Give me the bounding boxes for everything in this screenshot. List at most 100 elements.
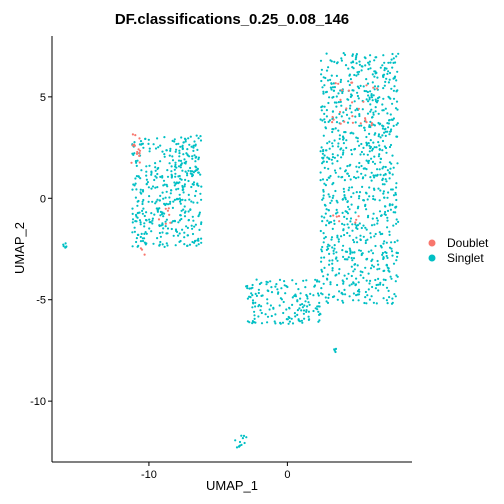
singlet-point	[191, 240, 194, 244]
singlet-point	[251, 322, 254, 325]
singlet-point	[170, 175, 173, 178]
singlet-point	[343, 196, 346, 199]
singlet-point	[365, 228, 368, 231]
singlet-point	[314, 278, 317, 281]
singlet-point	[323, 216, 326, 219]
singlet-point	[371, 73, 374, 76]
singlet-point	[348, 234, 351, 237]
singlet-point	[147, 142, 150, 145]
singlet-point	[355, 74, 358, 77]
singlet-point	[270, 314, 273, 318]
singlet-point	[322, 90, 325, 93]
singlet-point	[173, 168, 176, 171]
singlet-point	[352, 292, 355, 295]
singlet-point	[334, 127, 337, 130]
singlet-point	[354, 211, 357, 214]
singlet-point	[163, 153, 166, 156]
singlet-point	[159, 175, 162, 178]
singlet-point	[293, 312, 296, 315]
singlet-point	[181, 144, 184, 147]
singlet-point	[146, 181, 149, 184]
singlet-point	[381, 253, 384, 256]
singlet-point	[288, 320, 291, 323]
singlet-point	[182, 191, 185, 194]
singlet-point	[174, 175, 177, 178]
singlet-point	[367, 288, 370, 291]
singlet-point	[144, 137, 147, 140]
singlet-point	[396, 275, 399, 278]
singlet-point	[134, 177, 137, 180]
singlet-point	[372, 111, 375, 114]
singlet-point	[382, 174, 385, 177]
doublet-point	[376, 87, 379, 90]
singlet-point	[159, 194, 162, 197]
singlet-point	[238, 440, 242, 444]
singlet-point	[377, 155, 380, 158]
singlet-point	[375, 302, 378, 305]
singlet-point	[335, 208, 338, 211]
singlet-point	[137, 175, 140, 178]
singlet-point	[169, 147, 172, 150]
singlet-point	[375, 100, 378, 103]
singlet-point	[359, 238, 362, 242]
singlet-point	[382, 192, 385, 195]
singlet-point	[393, 85, 396, 88]
singlet-point	[376, 219, 379, 222]
singlet-point	[166, 175, 170, 178]
singlet-point	[301, 306, 304, 309]
singlet-point	[359, 274, 362, 277]
legend-key-singlet	[428, 254, 436, 262]
singlet-point	[364, 64, 367, 67]
singlet-point	[386, 256, 389, 259]
singlet-point	[189, 170, 192, 173]
doublet-point	[365, 121, 368, 124]
singlet-point	[383, 145, 386, 148]
singlet-point	[365, 279, 368, 282]
singlet-point	[337, 129, 340, 132]
singlet-point	[197, 158, 200, 161]
singlet-point	[383, 183, 386, 186]
singlet-point	[178, 152, 181, 155]
singlet-point	[320, 68, 323, 71]
singlet-point	[336, 234, 339, 237]
singlet-point	[331, 269, 334, 272]
singlet-point	[301, 321, 304, 324]
singlet-point	[374, 110, 377, 113]
singlet-point	[376, 99, 379, 102]
singlet-point	[323, 237, 326, 240]
singlet-point	[170, 189, 173, 192]
singlet-point	[364, 241, 367, 245]
singlet-point	[373, 146, 376, 149]
singlet-point	[189, 135, 192, 138]
singlet-point	[329, 59, 332, 62]
singlet-point	[162, 215, 165, 218]
singlet-point	[361, 185, 364, 188]
singlet-point	[321, 86, 324, 89]
singlet-point	[251, 283, 254, 287]
singlet-point	[361, 108, 364, 111]
singlet-point	[365, 98, 368, 101]
singlet-point	[377, 263, 380, 266]
singlet-point	[383, 69, 386, 72]
singlet-point	[327, 167, 330, 170]
singlet-point	[180, 162, 183, 165]
singlet-point	[383, 84, 386, 87]
singlet-point	[376, 76, 379, 79]
singlet-point	[362, 276, 365, 279]
singlet-point	[171, 155, 174, 158]
singlet-point	[386, 112, 389, 115]
singlet-point	[200, 185, 203, 188]
singlet-point	[306, 297, 309, 300]
singlet-point	[143, 232, 146, 235]
singlet-point	[395, 198, 398, 202]
singlet-point	[200, 222, 203, 226]
singlet-point	[151, 219, 154, 222]
singlet-point	[143, 214, 146, 218]
singlet-point	[197, 243, 200, 246]
singlet-point	[384, 134, 387, 137]
singlet-point	[391, 254, 394, 257]
singlet-point	[388, 119, 391, 122]
singlet-point	[322, 92, 325, 95]
singlet-point	[145, 165, 148, 168]
singlet-point	[137, 233, 140, 236]
